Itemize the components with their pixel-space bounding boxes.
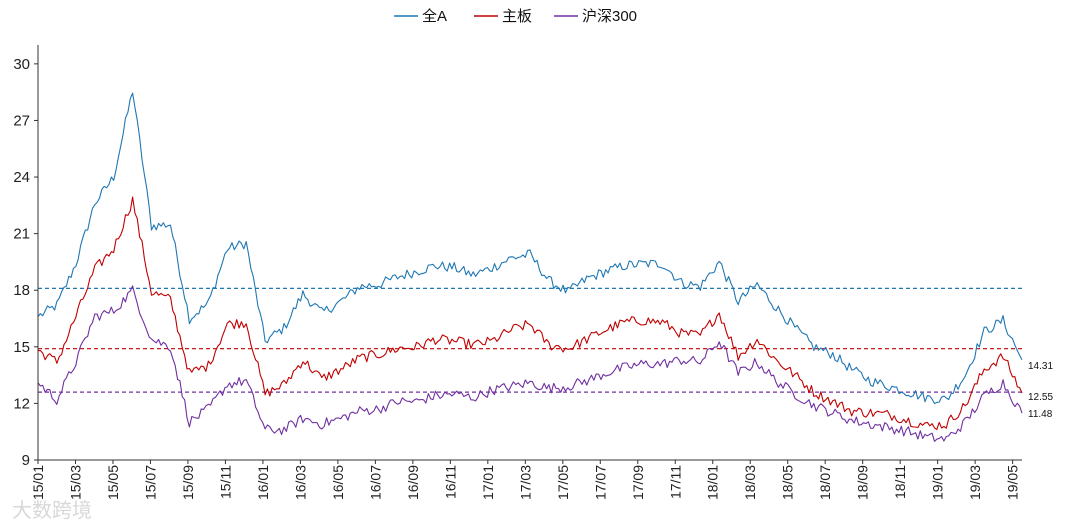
axes: 9 12 15 18 21 24 27 30 15/01 15/03 15/05 15/07 15/09… [13, 45, 1022, 500]
x-tick-label: 18/07 [817, 465, 833, 500]
x-tick-label: 16/11 [442, 465, 458, 499]
x-tick-label: 19/03 [967, 465, 983, 500]
x-tick-label: 18/05 [780, 465, 796, 500]
series-line-1 [37, 196, 1023, 431]
y-tick-label: 9 [22, 452, 30, 469]
x-tick-label: 17/11 [667, 465, 683, 499]
end-value-labels: 14.31 12.55 11.48 [1028, 361, 1053, 420]
y-tick-label: 27 [13, 112, 30, 129]
x-tick-label: 16/09 [405, 465, 421, 500]
y-tick-label: 12 [13, 395, 30, 412]
x-tick-label: 17/09 [630, 465, 646, 500]
end-label-1: 12.55 [1028, 392, 1053, 403]
watermark-text: 大数跨境 [12, 498, 92, 522]
x-tick-label: 16/03 [292, 465, 308, 500]
x-tick-label: 15/07 [142, 465, 158, 500]
x-tick-label: 15/01 [30, 465, 46, 500]
x-tick-label: 15/11 [217, 465, 233, 499]
x-tick-label: 15/09 [180, 465, 196, 500]
legend-label-0: 全A [422, 7, 447, 25]
y-tick-label: 21 [13, 226, 30, 243]
x-tick-label: 18/01 [705, 465, 721, 500]
x-tick-label: 17/07 [592, 465, 608, 500]
series-line-0 [37, 92, 1023, 405]
x-tick-label: 16/05 [330, 465, 346, 500]
x-tick-label: 17/01 [480, 465, 496, 500]
end-label-2: 11.48 [1028, 409, 1053, 420]
x-tick-label: 17/05 [555, 465, 571, 500]
x-tick-label: 18/09 [855, 465, 871, 500]
x-tick-label: 18/11 [892, 465, 908, 499]
x-tick-label: 19/01 [930, 465, 946, 500]
legend-label-2: 沪深300 [582, 8, 637, 25]
y-tick-label: 15 [13, 339, 30, 356]
y-tick-label: 24 [13, 169, 30, 186]
x-tick-label: 15/03 [67, 465, 83, 500]
x-tick-label: 16/07 [367, 465, 383, 500]
x-tick-label: 18/03 [742, 465, 758, 500]
series-line-2 [37, 285, 1023, 442]
series-lines [37, 92, 1023, 442]
mean-reference-lines [38, 287, 1022, 393]
y-tick-label: 18 [13, 282, 30, 299]
x-tick-label: 19/05 [1005, 465, 1021, 500]
x-tick-label: 16/01 [255, 465, 271, 500]
legend-label-1: 主板 [502, 7, 532, 25]
end-label-0: 14.31 [1028, 361, 1053, 372]
y-tick-label: 30 [13, 56, 30, 73]
x-tick-label: 17/03 [517, 465, 533, 500]
x-tick-label: 15/05 [105, 465, 121, 500]
legend: 全A 主板 沪深300 [394, 7, 637, 25]
